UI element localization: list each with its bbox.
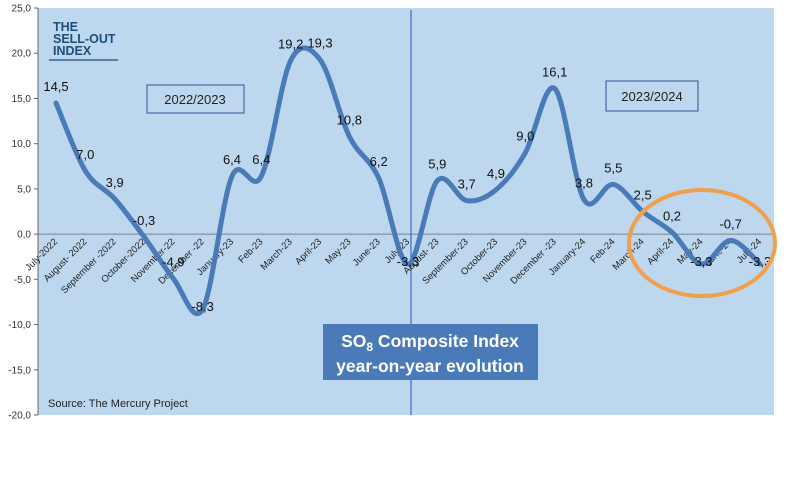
source-note: Source: The Mercury Project <box>48 398 188 410</box>
data-label: 19,2 <box>278 36 303 51</box>
y-tick-label: 25,0 <box>12 4 32 15</box>
data-label: 14,5 <box>43 79 68 94</box>
period-box-left <box>146 84 245 114</box>
y-tick-label: -10,0 <box>8 320 31 331</box>
data-label: 3,9 <box>106 175 124 190</box>
period-box-right <box>605 80 699 112</box>
data-label: -4,9 <box>162 254 184 269</box>
data-label: 10,8 <box>337 112 362 127</box>
caption-line-2: year-on-year evolution <box>336 356 524 376</box>
caption-line-1: SO8 Composite Index <box>341 331 519 354</box>
data-label: 19,3 <box>307 36 332 51</box>
period-label-left: 2022/2023 <box>164 92 225 107</box>
logo-line-3: INDEX <box>53 44 92 58</box>
data-label: -0,7 <box>719 216 741 231</box>
data-labels: 14,5 7,0 3,9 -0,3 -4,9 -8,3 6,4 6,4 19,2 19,3 10,8… <box>43 36 771 315</box>
y-tick-label: -20,0 <box>8 411 31 422</box>
data-label: 3,7 <box>458 177 476 192</box>
highlight-circle <box>627 188 777 298</box>
data-label: 0,2 <box>663 208 681 223</box>
data-label: -3,3 <box>749 254 771 269</box>
y-tick-label: 10,0 <box>12 139 32 150</box>
data-label: 16,1 <box>542 64 567 79</box>
data-label: 9,0 <box>516 129 534 144</box>
data-label: -0,3 <box>133 213 155 228</box>
data-label: 6,4 <box>252 152 270 167</box>
data-label: 7,0 <box>76 147 94 162</box>
y-tick-label: 20,0 <box>12 49 32 60</box>
data-label: -3,3 <box>397 254 419 269</box>
y-axis-ticks: 25,0 20,0 15,0 10,0 5,0 0,0 -5,0 -10,0 -15,0 -20,… <box>8 4 38 422</box>
y-tick-label: 5,0 <box>17 184 31 195</box>
data-label: -3,3 <box>690 254 712 269</box>
data-label: 3,8 <box>575 176 593 191</box>
logo-line-1: THE <box>53 20 78 34</box>
data-label: -8,3 <box>191 299 213 314</box>
period-label-right: 2023/2024 <box>621 89 682 104</box>
y-tick-label: -5,0 <box>14 275 32 286</box>
series-line <box>53 45 763 317</box>
y-tick-label: -15,0 <box>8 365 31 376</box>
y-tick-label: 0,0 <box>17 230 31 241</box>
logo-line-2: SELL-OUT <box>53 32 116 46</box>
y-tick-label: 15,0 <box>12 94 32 105</box>
data-label: 2,5 <box>634 188 652 203</box>
data-label: 6,2 <box>370 154 388 169</box>
data-label: 4,9 <box>487 166 505 181</box>
logo: THE SELL-OUT INDEX <box>49 20 118 61</box>
caption-box <box>323 324 538 380</box>
data-label: 6,4 <box>223 152 241 167</box>
data-label: 5,5 <box>604 160 622 175</box>
data-label: 5,9 <box>428 157 446 172</box>
